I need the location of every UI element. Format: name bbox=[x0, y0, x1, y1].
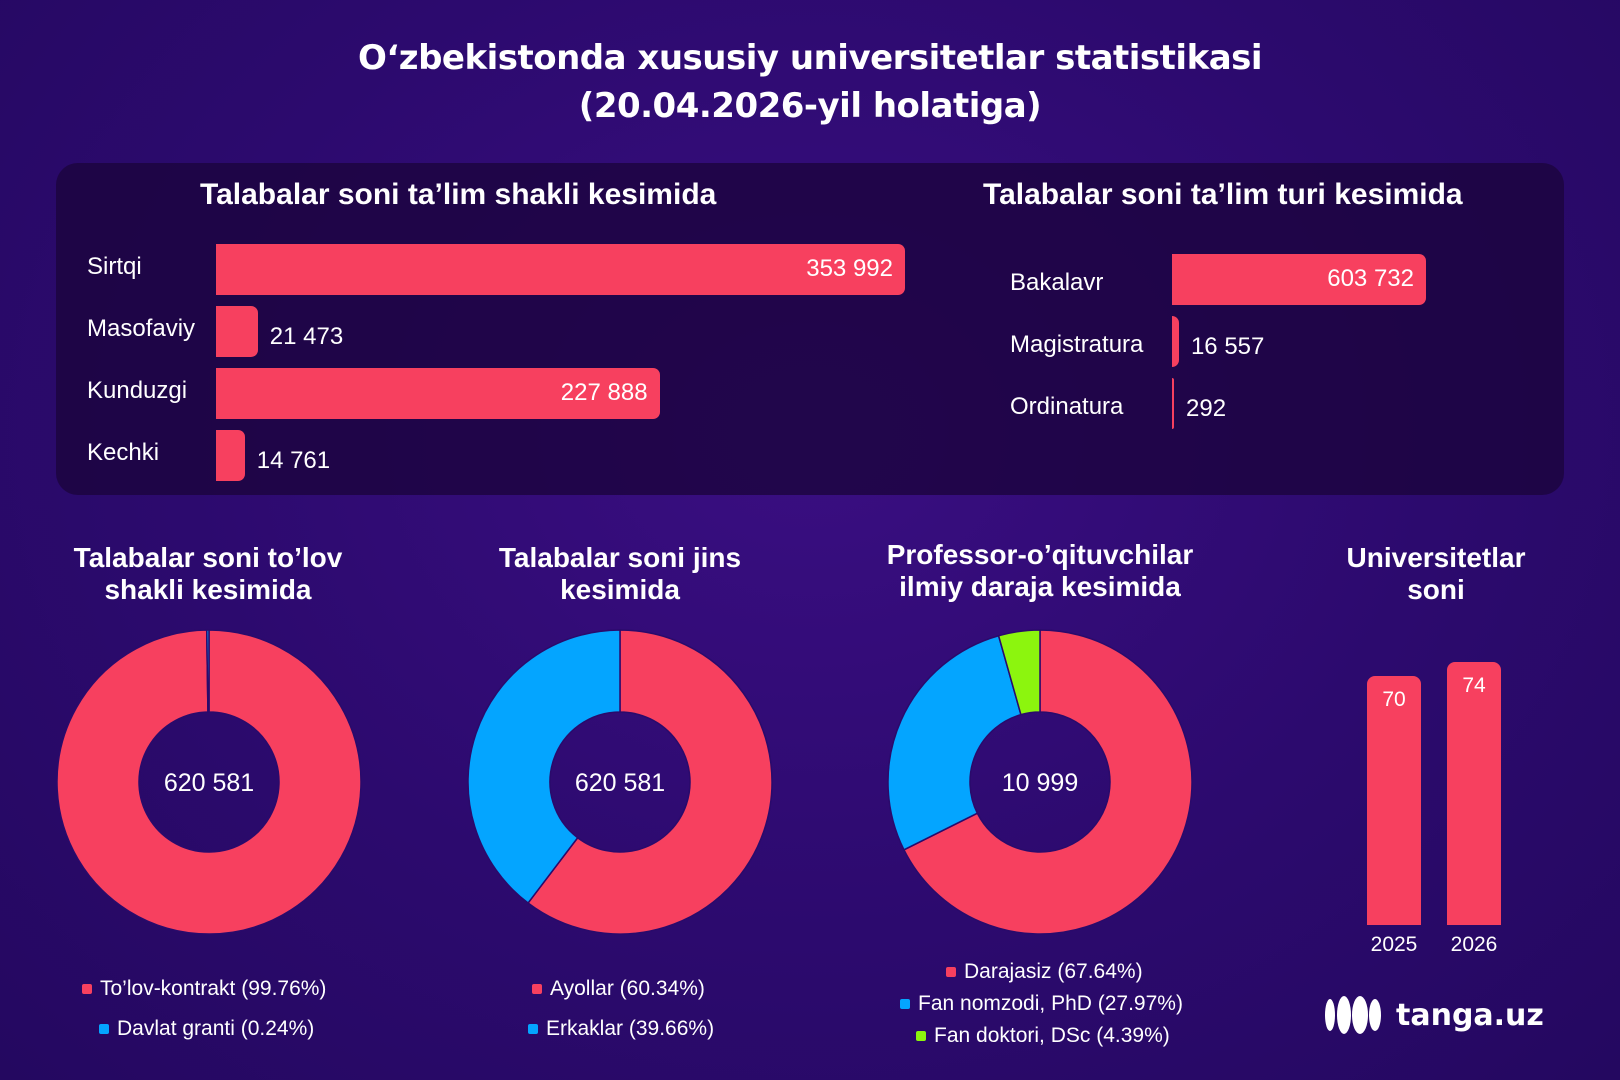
bar bbox=[216, 244, 905, 295]
title-line-2: (20.04.2026-yil holatiga) bbox=[578, 86, 1042, 126]
bar-value-label: 21 473 bbox=[269, 323, 344, 350]
chart-title-line: soni bbox=[1407, 574, 1465, 605]
bar bbox=[1367, 676, 1421, 925]
bar-category-label: Ordinatura bbox=[1010, 393, 1124, 420]
bar-category-label: 2025 bbox=[1370, 933, 1418, 956]
donut-slice bbox=[467, 629, 621, 905]
legend-label: Erkaklar (39.66%) bbox=[546, 1017, 715, 1040]
legend-item: Fan doktori, DSc (4.39%) bbox=[916, 1024, 1170, 1048]
donut-center-label: 10 999 bbox=[1002, 769, 1078, 797]
legend-label: Davlat granti (0.24%) bbox=[117, 1017, 315, 1040]
bar-value-label: 16 557 bbox=[1190, 333, 1265, 360]
legend-swatch bbox=[82, 984, 92, 994]
bar bbox=[1172, 254, 1426, 305]
bar bbox=[216, 368, 660, 419]
legend-label: Fan doktori, DSc (4.39%) bbox=[934, 1024, 1170, 1047]
bar-value-label: 70 bbox=[1382, 688, 1406, 712]
donut-svg: 620 581 bbox=[56, 629, 362, 935]
logo-text: tanga.uz bbox=[1396, 997, 1544, 1033]
chart-title: Talabalar soni ta’lim turi kesimida bbox=[983, 178, 1463, 211]
bar-category-label: Kechki bbox=[87, 439, 160, 466]
donut-slice bbox=[526, 629, 773, 935]
donut-slice bbox=[887, 634, 1022, 851]
tanga-logo: tanga.uz bbox=[1324, 995, 1544, 1035]
donut-center-label: 620 581 bbox=[575, 769, 665, 797]
legend-swatch bbox=[99, 1024, 109, 1034]
bar-value-label: 603 732 bbox=[1327, 265, 1414, 292]
bar bbox=[1447, 662, 1501, 925]
legend-swatch bbox=[946, 967, 956, 977]
bar-value-label: 353 992 bbox=[806, 255, 893, 282]
legend-swatch bbox=[900, 999, 910, 1009]
bar-category-label: Magistratura bbox=[1010, 331, 1144, 358]
bar-category-label: Bakalavr bbox=[1010, 269, 1104, 296]
title-line-1: O‘zbekistonda xususiy universitetlar sta… bbox=[357, 38, 1263, 78]
donut-title: Talabalar soni jins kesimida bbox=[460, 542, 780, 606]
bar-value-label: 227 888 bbox=[560, 379, 648, 406]
bar bbox=[1172, 378, 1174, 429]
legend-swatch bbox=[528, 1024, 538, 1034]
legend-swatch bbox=[532, 984, 542, 994]
legend-item: Fan nomzodi, PhD (27.97%) bbox=[900, 992, 1183, 1016]
legend-item: To’lov-kontrakt (99.76%) bbox=[82, 977, 326, 1001]
legend-item: Ayollar (60.34%) bbox=[532, 977, 705, 1001]
donut-title-line: Professor-o’qituvchilar bbox=[886, 539, 1194, 570]
legend-label: Fan nomzodi, PhD (27.97%) bbox=[918, 992, 1183, 1015]
main-title: O‘zbekistonda xususiy universitetlar sta… bbox=[0, 34, 1620, 130]
donut-title-line: shakli kesimida bbox=[104, 574, 312, 605]
bar-category-label: Masofaviy bbox=[87, 315, 196, 342]
bar bbox=[1172, 316, 1179, 367]
donut-slice bbox=[997, 629, 1041, 716]
bar-category-label: 2026 bbox=[1450, 933, 1498, 956]
chart-title: Talabalar soni ta’lim shakli kesimida bbox=[200, 178, 717, 211]
bar-value-label: 14 761 bbox=[256, 447, 331, 474]
legend-label: Darajasiz (67.64%) bbox=[964, 960, 1143, 983]
donut-title: Professor-o’qituvchilar ilmiy daraja kes… bbox=[860, 539, 1220, 603]
donut-title-line: Talabalar soni to’lov bbox=[73, 542, 343, 573]
top-panel bbox=[56, 163, 1564, 495]
donut-title-line: Talabalar soni jins bbox=[498, 542, 742, 573]
chart-title: Universitetlar soni bbox=[1316, 542, 1556, 606]
bar-value-label: 292 bbox=[1186, 395, 1227, 422]
legend-item: Darajasiz (67.64%) bbox=[946, 960, 1143, 984]
donut-slice bbox=[205, 629, 210, 713]
bar-category-label: Kunduzgi bbox=[87, 377, 188, 404]
bar bbox=[216, 430, 245, 481]
legend-item: Erkaklar (39.66%) bbox=[528, 1017, 714, 1041]
donut-title: Talabalar soni to’lov shakli kesimida bbox=[48, 542, 368, 606]
legend-item: Davlat granti (0.24%) bbox=[99, 1017, 314, 1041]
donut-slice bbox=[56, 629, 362, 935]
donut-svg: 10 999 bbox=[887, 629, 1193, 935]
donut-center-label: 620 581 bbox=[164, 769, 254, 797]
legend-label: Ayollar (60.34%) bbox=[550, 977, 705, 1000]
donut-title-line: ilmiy daraja kesimida bbox=[899, 571, 1181, 602]
donut-slice bbox=[902, 629, 1193, 935]
donut-title-line: kesimida bbox=[560, 574, 680, 605]
tanga-logo-icon bbox=[1325, 996, 1381, 1034]
bar bbox=[216, 306, 258, 357]
legend-label: To’lov-kontrakt (99.76%) bbox=[100, 977, 327, 1000]
donut-svg: 620 581 bbox=[467, 629, 773, 935]
bar-value-label: 74 bbox=[1462, 674, 1486, 697]
chart-title-line: Universitetlar bbox=[1346, 542, 1526, 573]
bar-category-label: Sirtqi bbox=[87, 253, 142, 280]
legend-swatch bbox=[916, 1031, 926, 1041]
